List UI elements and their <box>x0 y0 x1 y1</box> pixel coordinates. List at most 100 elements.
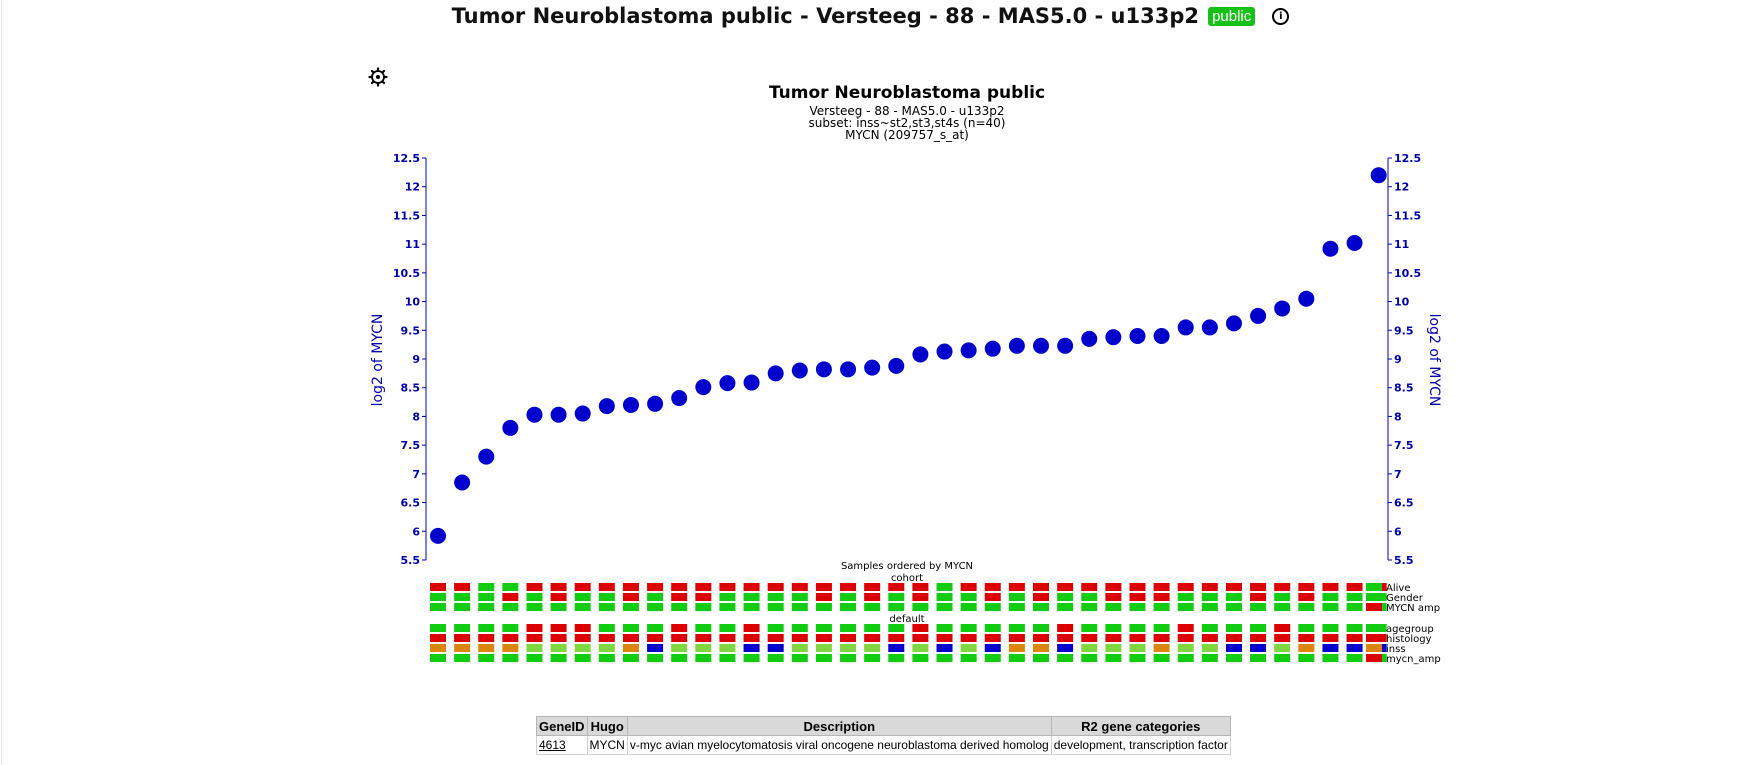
col-header-hugo: Hugo <box>586 716 628 736</box>
data-point <box>791 362 808 379</box>
track-cell <box>960 603 977 611</box>
track-cell <box>1081 644 1098 652</box>
track-cell <box>719 624 736 632</box>
track-cell <box>478 634 495 642</box>
track-cell <box>1225 654 1242 662</box>
track-cell <box>622 603 639 611</box>
track-cell <box>1298 624 1315 632</box>
track-cell <box>550 583 567 591</box>
track-cell <box>815 654 832 662</box>
data-point <box>622 396 639 413</box>
track-cell <box>1008 593 1025 601</box>
track-cell <box>1298 583 1315 591</box>
data-point <box>888 357 905 374</box>
track-cell <box>1201 624 1218 632</box>
track-cell <box>791 583 808 591</box>
track-cell <box>815 634 832 642</box>
data-point <box>478 448 495 465</box>
y-tick-label-left: 6.5 <box>401 497 421 510</box>
track-cell <box>647 624 664 632</box>
track-cell <box>1008 603 1025 611</box>
data-point <box>647 395 664 412</box>
track-cell <box>1008 583 1025 591</box>
track-cell <box>695 583 712 591</box>
track-cell <box>671 644 688 652</box>
y-tick-label-right: 7.5 <box>1394 439 1414 452</box>
track-cell <box>743 603 760 611</box>
track-cell <box>1105 624 1122 632</box>
track-cell <box>526 634 543 642</box>
track-cell <box>743 624 760 632</box>
track-cell <box>1105 583 1122 591</box>
track-cell <box>671 624 688 632</box>
track-cell <box>960 644 977 652</box>
track-cell <box>1322 624 1339 632</box>
track-name: Alive <box>1386 583 1410 594</box>
track-cell <box>430 624 446 632</box>
track-cell <box>695 644 712 652</box>
track-cell <box>695 624 712 632</box>
categories-cell: development, transcription factor <box>1050 735 1231 755</box>
track-cell <box>430 634 446 642</box>
track-legend-swatch <box>1366 644 1382 652</box>
track-cell <box>622 593 639 601</box>
track-cell <box>936 654 953 662</box>
info-icon[interactable]: i <box>1272 7 1290 25</box>
track-cell <box>840 634 857 642</box>
track-cell <box>1346 593 1363 601</box>
y-tick-label-left: 12 <box>405 181 420 194</box>
track-cell <box>454 593 471 601</box>
track-cell <box>888 644 905 652</box>
track-cell <box>1129 654 1146 662</box>
track-cell <box>574 603 591 611</box>
track-cell <box>864 603 881 611</box>
track-name: mycn_amp <box>1386 654 1441 665</box>
y-tick-label-left: 9.5 <box>401 324 421 337</box>
track-cell <box>1201 644 1218 652</box>
track-cell <box>526 644 543 652</box>
data-point <box>526 406 543 423</box>
chart-title: Tumor Neuroblastoma public <box>769 83 1045 103</box>
track-cell <box>1008 654 1025 662</box>
gear-icon[interactable] <box>368 67 388 87</box>
track-cell <box>984 644 1001 652</box>
track-cell <box>984 603 1001 611</box>
track-cell <box>864 644 881 652</box>
track-cell <box>912 603 929 611</box>
track-cell <box>1153 654 1170 662</box>
data-point <box>1298 290 1315 307</box>
track-cell <box>936 603 953 611</box>
y-tick-label-left: 11 <box>405 238 420 251</box>
track-cell <box>695 654 712 662</box>
track-cell <box>1346 603 1363 611</box>
y-tick-label-left: 8.5 <box>401 382 421 395</box>
track-legend-swatch <box>1366 654 1382 662</box>
track-cell <box>1177 593 1194 601</box>
y-tick-label-right: 10.5 <box>1394 267 1421 280</box>
track-cell <box>695 593 712 601</box>
track-cell <box>864 624 881 632</box>
track-cell <box>743 654 760 662</box>
track-cell <box>1057 624 1074 632</box>
track-cell <box>1274 644 1291 652</box>
data-point <box>1225 315 1242 332</box>
track-cell <box>1250 624 1267 632</box>
track-cell <box>743 634 760 642</box>
geneid-link[interactable]: 4613 <box>539 738 566 752</box>
data-point <box>1105 329 1122 346</box>
track-cell <box>888 624 905 632</box>
track-cell <box>840 624 857 632</box>
page-left-border <box>1 0 2 765</box>
track-cell <box>647 593 664 601</box>
y-tick-label-right: 11.5 <box>1394 209 1421 222</box>
y-tick-label-right: 7 <box>1394 468 1402 481</box>
data-point <box>1201 319 1218 336</box>
track-legend-swatch <box>1366 603 1382 611</box>
track-cell <box>598 583 615 591</box>
track-cell <box>430 654 446 662</box>
data-point <box>550 406 567 423</box>
track-cell <box>1129 624 1146 632</box>
track-cell <box>791 603 808 611</box>
track-cell <box>478 603 495 611</box>
track-cell <box>888 593 905 601</box>
